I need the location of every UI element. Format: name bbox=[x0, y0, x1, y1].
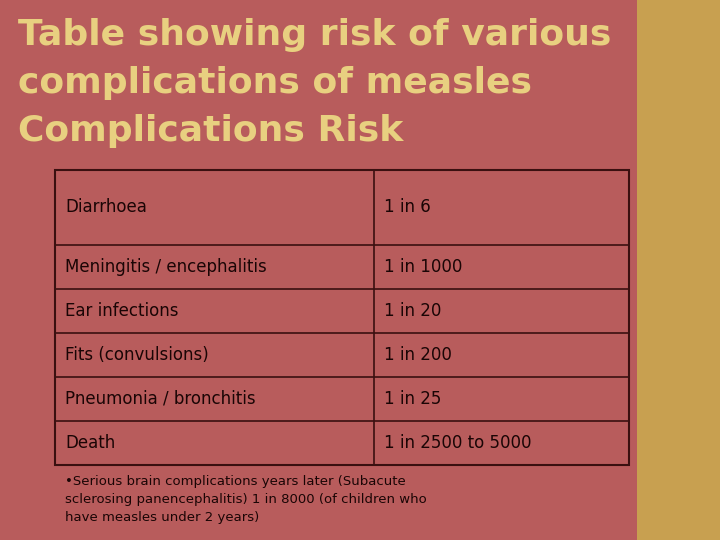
Text: Table showing risk of various: Table showing risk of various bbox=[18, 18, 611, 52]
Bar bbox=[55, 170, 629, 465]
Text: 1 in 1000: 1 in 1000 bbox=[384, 258, 462, 276]
Text: Fits (convulsions): Fits (convulsions) bbox=[65, 346, 209, 364]
Text: Death: Death bbox=[65, 434, 115, 452]
Text: Meningitis / encephalitis: Meningitis / encephalitis bbox=[65, 258, 266, 276]
Bar bbox=[637, 0, 720, 540]
Text: 1 in 6: 1 in 6 bbox=[384, 198, 431, 217]
Text: •Serious brain complications years later (Subacute
sclerosing panencephalitis) 1: •Serious brain complications years later… bbox=[65, 475, 427, 524]
Text: Diarrhoea: Diarrhoea bbox=[65, 198, 147, 217]
Text: Pneumonia / bronchitis: Pneumonia / bronchitis bbox=[65, 390, 256, 408]
Text: 1 in 200: 1 in 200 bbox=[384, 346, 451, 364]
Text: 1 in 2500 to 5000: 1 in 2500 to 5000 bbox=[384, 434, 531, 452]
Text: 1 in 25: 1 in 25 bbox=[384, 390, 441, 408]
Text: Ear infections: Ear infections bbox=[65, 302, 179, 320]
Text: complications of measles: complications of measles bbox=[18, 66, 532, 100]
Text: Complications Risk: Complications Risk bbox=[18, 114, 403, 148]
Text: 1 in 20: 1 in 20 bbox=[384, 302, 441, 320]
